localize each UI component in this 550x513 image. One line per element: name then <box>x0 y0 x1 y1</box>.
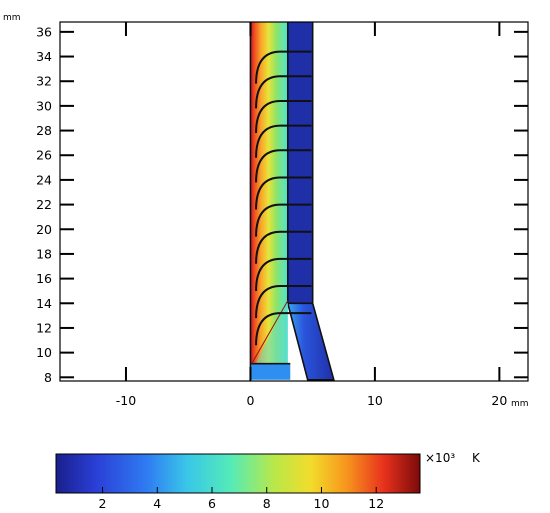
y-tick-label: 18 <box>36 246 52 261</box>
x-tick-label: 0 <box>246 393 254 408</box>
colorbar-tick-label: 10 <box>314 496 330 511</box>
geometry-layer <box>249 22 335 381</box>
outer-wall <box>287 22 313 304</box>
x-tick-label: -10 <box>116 393 136 408</box>
colorbar-tick-label: 2 <box>99 496 107 511</box>
x-tick-label: 10 <box>367 393 383 408</box>
channel-bottom-region <box>255 300 288 364</box>
colorbar-unit: K <box>472 451 481 465</box>
y-tick-label: 16 <box>36 271 52 286</box>
tapered-wall <box>286 302 335 381</box>
colorbar-ticks: 2 4 6 8 10 12 <box>99 487 384 511</box>
y-tick-label: 8 <box>44 370 52 385</box>
isotherm-line <box>255 149 312 183</box>
colorbar-multiplier: ×10³ <box>425 451 455 465</box>
isotherm-line <box>255 176 312 210</box>
y-tick-label: 36 <box>36 24 52 39</box>
y-tick-label: 32 <box>36 74 52 89</box>
isotherm-line <box>255 312 312 346</box>
y-tick-label: 30 <box>36 98 52 113</box>
x-axis-unit: mm <box>511 399 529 409</box>
colorbar-tick-label: 12 <box>368 496 384 511</box>
y-tick-label: 28 <box>36 123 52 138</box>
y-tick-label: 24 <box>36 172 52 187</box>
y-tick-label: 22 <box>36 197 52 212</box>
base-block <box>250 363 291 380</box>
isotherm-line <box>255 285 312 319</box>
wedge-edge <box>251 300 289 364</box>
x-tick-label: 20 <box>491 393 507 408</box>
y-tick-label: 34 <box>36 49 52 64</box>
y-tick-label: 12 <box>36 320 52 335</box>
isotherm-line <box>255 257 312 291</box>
y-axis-unit: mm <box>3 13 21 23</box>
isotherm-line <box>255 50 312 84</box>
isotherm-line <box>255 75 312 109</box>
isotherm-line <box>255 99 312 134</box>
y-tick-label: 10 <box>36 345 52 360</box>
isotherm-line <box>255 203 312 237</box>
isotherm-line <box>255 230 312 264</box>
colorbar <box>55 453 421 494</box>
colorbar-tick-label: 4 <box>153 496 161 511</box>
plot-frame <box>59 21 529 382</box>
colorbar-tick-label: 6 <box>208 496 216 511</box>
axes-layer: -10 0 10 20 8 10 12 14 16 18 20 22 24 26 28 30 32 34 36 <box>36 22 528 408</box>
isotherm-line <box>255 124 312 158</box>
y-tick-label: 14 <box>36 296 52 311</box>
colorbar-tick-label: 8 <box>263 496 271 511</box>
y-tick-label: 20 <box>36 222 52 237</box>
y-tick-label: 26 <box>36 148 52 163</box>
